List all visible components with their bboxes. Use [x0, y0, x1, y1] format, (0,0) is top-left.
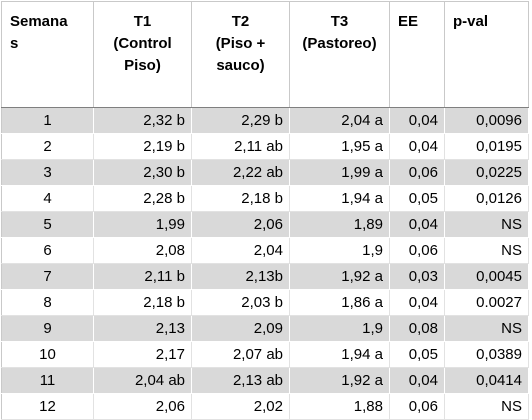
table-row: 2 2,19 b 2,11 ab 1,95 a 0,04 0,0195 — [1, 133, 529, 160]
ee-cell: 0,06 — [389, 237, 445, 264]
t1-cell: 2,13 — [93, 315, 192, 342]
table-row: 8 2,18 b 2,03 b 1,86 a 0,04 0.0027 — [1, 289, 529, 316]
t2-cell: 2,13b — [191, 263, 290, 290]
table-row: 5 1,99 2,06 1,89 0,04 NS — [1, 211, 529, 238]
ee-cell: 0,03 — [389, 263, 445, 290]
header-p-val: p-val — [444, 1, 529, 108]
p-val-cell: 0,0195 — [444, 133, 529, 160]
header-semanas: Semana s — [1, 1, 94, 108]
table-row: 12 2,06 2,02 1,88 0,06 NS — [1, 393, 529, 420]
header-t2: T2 (Piso + sauco) — [191, 1, 290, 108]
semana-cell: 6 — [1, 237, 94, 264]
table-body: 1 2,32 b 2,29 b 2,04 a 0,04 0,0096 2 2,19 b 2,11… — [1, 107, 529, 420]
semana-cell: 8 — [1, 289, 94, 316]
t3-cell: 1,95 a — [289, 133, 390, 160]
t3-cell: 2,04 a — [289, 107, 390, 134]
t1-cell: 2,04 ab — [93, 367, 192, 394]
ee-cell: 0,04 — [389, 367, 445, 394]
t2-cell: 2,13 ab — [191, 367, 290, 394]
p-val-cell: 0,0225 — [444, 159, 529, 186]
header-t1: T1 (Control Piso) — [93, 1, 192, 108]
ee-cell: 0,05 — [389, 185, 445, 212]
semana-cell: 10 — [1, 341, 94, 368]
p-val-cell: 0,0126 — [444, 185, 529, 212]
ee-cell: 0,06 — [389, 159, 445, 186]
t3-cell: 1,9 — [289, 237, 390, 264]
p-val-cell: 0.0027 — [444, 289, 529, 316]
t1-cell: 2,32 b — [93, 107, 192, 134]
t2-cell: 2,09 — [191, 315, 290, 342]
t2-cell: 2,18 b — [191, 185, 290, 212]
t3-cell: 1,92 a — [289, 263, 390, 290]
table-row: 4 2,28 b 2,18 b 1,94 a 0,05 0,0126 — [1, 185, 529, 212]
semana-cell: 5 — [1, 211, 94, 238]
ee-cell: 0,08 — [389, 315, 445, 342]
p-val-cell: 0,0389 — [444, 341, 529, 368]
t2-cell: 2,11 ab — [191, 133, 290, 160]
semana-cell: 3 — [1, 159, 94, 186]
t3-cell: 1,92 a — [289, 367, 390, 394]
semana-cell: 11 — [1, 367, 94, 394]
ee-cell: 0,04 — [389, 133, 445, 160]
semana-cell: 12 — [1, 393, 94, 420]
header-ee: EE — [389, 1, 445, 108]
semana-cell: 1 — [1, 107, 94, 134]
ee-cell: 0,04 — [389, 107, 445, 134]
t1-cell: 2,08 — [93, 237, 192, 264]
t1-cell: 2,28 b — [93, 185, 192, 212]
table-row: 7 2,11 b 2,13b 1,92 a 0,03 0,0045 — [1, 263, 529, 290]
p-val-cell: NS — [444, 315, 529, 342]
table-row: 6 2,08 2,04 1,9 0,06 NS — [1, 237, 529, 264]
p-val-cell: NS — [444, 237, 529, 264]
t2-cell: 2,07 ab — [191, 341, 290, 368]
t1-cell: 2,19 b — [93, 133, 192, 160]
t1-cell: 2,30 b — [93, 159, 192, 186]
p-val-cell: NS — [444, 211, 529, 238]
semana-cell: 9 — [1, 315, 94, 342]
t3-cell: 1,86 a — [289, 289, 390, 316]
header-row: Semana s T1 (Control Piso) T2 (Piso + sauco) … — [1, 1, 529, 108]
t2-cell: 2,22 ab — [191, 159, 290, 186]
t1-cell: 2,17 — [93, 341, 192, 368]
ee-cell: 0,04 — [389, 211, 445, 238]
table-row: 3 2,30 b 2,22 ab 1,99 a 0,06 0,0225 — [1, 159, 529, 186]
p-val-cell: 0,0414 — [444, 367, 529, 394]
semana-cell: 4 — [1, 185, 94, 212]
t3-cell: 1,94 a — [289, 341, 390, 368]
ee-cell: 0,05 — [389, 341, 445, 368]
header-t3: T3 (Pastoreo) — [289, 1, 390, 108]
t2-cell: 2,06 — [191, 211, 290, 238]
p-val-cell: 0,0096 — [444, 107, 529, 134]
p-val-cell: 0,0045 — [444, 263, 529, 290]
t1-cell: 1,99 — [93, 211, 192, 238]
ee-cell: 0,04 — [389, 289, 445, 316]
table-row: 1 2,32 b 2,29 b 2,04 a 0,04 0,0096 — [1, 107, 529, 134]
t1-cell: 2,18 b — [93, 289, 192, 316]
t2-cell: 2,03 b — [191, 289, 290, 316]
t1-cell: 2,11 b — [93, 263, 192, 290]
t2-cell: 2,04 — [191, 237, 290, 264]
table-row: 11 2,04 ab 2,13 ab 1,92 a 0,04 0,0414 — [1, 367, 529, 394]
t3-cell: 1,94 a — [289, 185, 390, 212]
t3-cell: 1,9 — [289, 315, 390, 342]
semana-cell: 2 — [1, 133, 94, 160]
table-row: 9 2,13 2,09 1,9 0,08 NS — [1, 315, 529, 342]
t3-cell: 1,99 a — [289, 159, 390, 186]
table-row: 10 2,17 2,07 ab 1,94 a 0,05 0,0389 — [1, 341, 529, 368]
t2-cell: 2,29 b — [191, 107, 290, 134]
semana-cell: 7 — [1, 263, 94, 290]
t3-cell: 1,89 — [289, 211, 390, 238]
